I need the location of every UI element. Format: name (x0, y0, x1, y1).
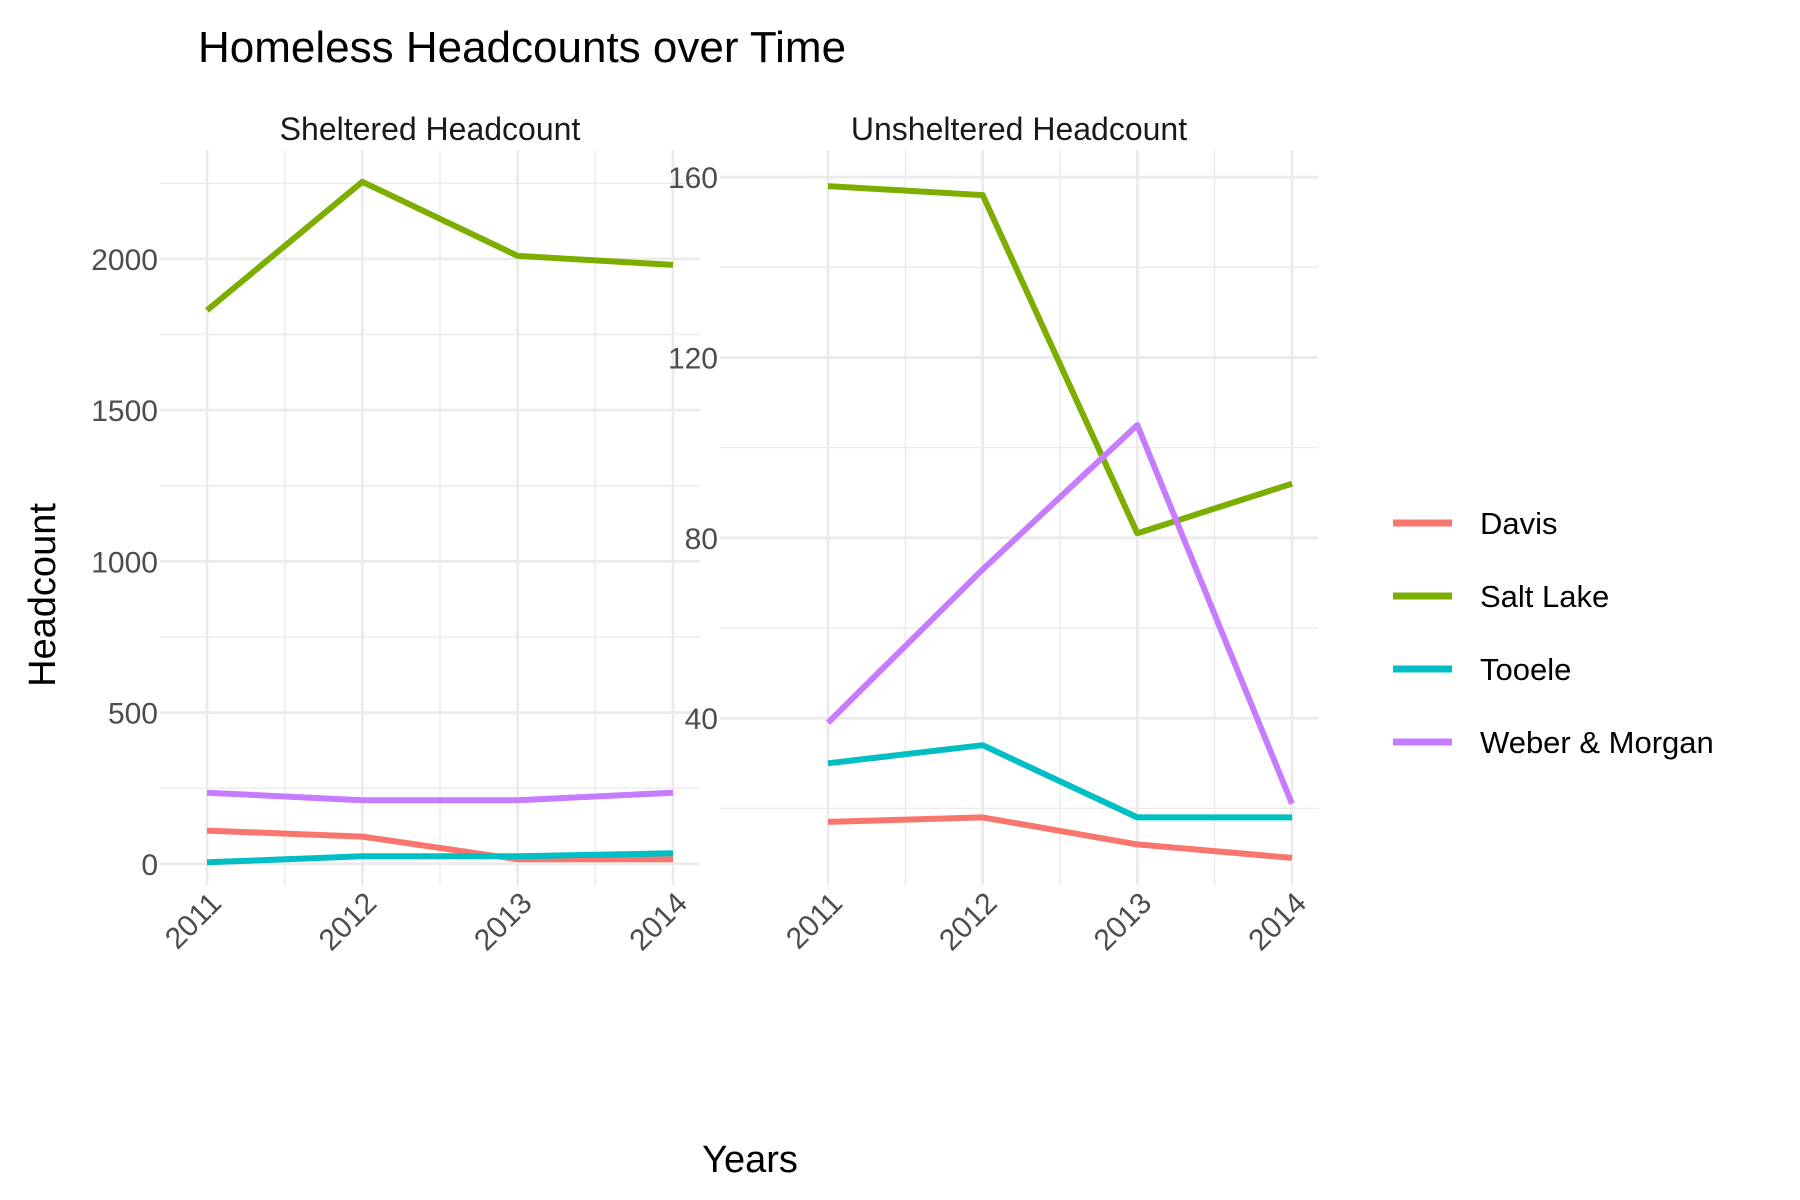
legend-label-tooele: Tooele (1480, 652, 1571, 687)
sheltered-x-tick-label: 2014 (623, 887, 694, 958)
unsheltered-y-tick-label: 80 (685, 523, 718, 556)
panel-sheltered: Sheltered Headcount 0 500 1000 1500 2000 2011 2… (91, 111, 700, 957)
unsheltered-x-tick-label: 2012 (933, 887, 1004, 958)
unsheltered-y-tick-label: 40 (685, 703, 718, 736)
unsheltered-y-tick-label: 160 (668, 162, 718, 195)
chart-title: Homeless Headcounts over Time (198, 23, 846, 72)
unsheltered-panel-title: Unsheltered Headcount (851, 111, 1187, 147)
sheltered-x-tick-label: 2012 (313, 887, 384, 958)
legend-label-weber-morgan: Weber & Morgan (1480, 725, 1714, 760)
unsheltered-line-davis (827, 814, 1293, 861)
panel-unsheltered: Unsheltered Headcount 40 80 120 160 2011 2012 2… (668, 111, 1318, 957)
legend-label-salt-lake: Salt Lake (1480, 579, 1609, 614)
unsheltered-line-weber-morgan (825, 422, 1295, 805)
sheltered-y-tick-label: 2000 (91, 244, 158, 277)
y-axis-title: Headcount (22, 503, 64, 687)
legend: Davis Salt Lake Tooele Weber & Morgan (1393, 506, 1714, 760)
sheltered-line-tooele (206, 850, 674, 866)
sheltered-line-davis (206, 827, 673, 863)
unsheltered-x-tick-label: 2011 (780, 887, 849, 956)
unsheltered-line-tooele (827, 742, 1292, 821)
sheltered-y-tick-label: 1500 (91, 395, 158, 428)
unsheltered-x-tick-label: 2013 (1088, 887, 1159, 958)
sheltered-line-salt-lake (205, 178, 674, 313)
sheltered-line-weber-morgan (206, 789, 674, 804)
sheltered-x-tick-label: 2013 (468, 887, 539, 958)
legend-label-davis: Davis (1480, 506, 1558, 541)
unsheltered-line-salt-lake (827, 183, 1293, 537)
sheltered-x-tick-label: 2011 (159, 887, 228, 956)
unsheltered-x-tick-label: 2014 (1242, 887, 1313, 958)
sheltered-y-tick-label: 1000 (91, 546, 158, 579)
sheltered-panel-title: Sheltered Headcount (280, 111, 581, 147)
sheltered-y-tick-label: 0 (141, 849, 158, 882)
x-axis-title: Years (702, 1139, 798, 1181)
sheltered-y-tick-label: 500 (108, 698, 158, 731)
unsheltered-y-tick-label: 120 (668, 342, 718, 375)
